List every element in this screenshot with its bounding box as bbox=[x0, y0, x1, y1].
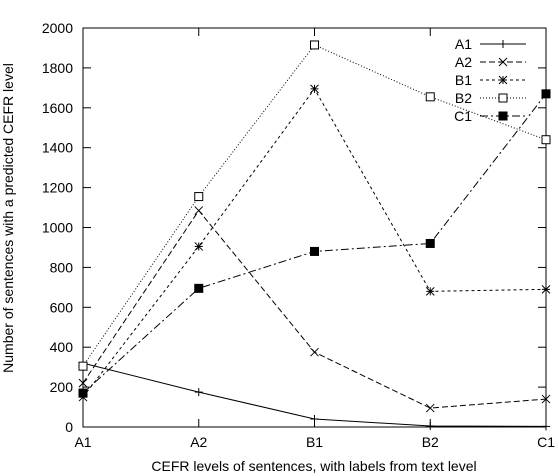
legend-item-b1: B1 bbox=[455, 72, 526, 88]
x-tick-label: C1 bbox=[537, 434, 555, 450]
data-point-c1-b1 bbox=[310, 246, 319, 256]
x-axis-label: CEFR levels of sentences, with labels fr… bbox=[151, 458, 476, 474]
data-point-a2-a2 bbox=[194, 206, 204, 215]
x-tick-label: A2 bbox=[190, 434, 207, 450]
plot-area bbox=[82, 27, 547, 428]
series-lines bbox=[78, 40, 551, 431]
data-point-c1-b2 bbox=[425, 238, 435, 248]
data-point-b1-b1 bbox=[310, 84, 319, 94]
data-point-b1-b2 bbox=[425, 286, 435, 296]
y-tick-label: 800 bbox=[50, 259, 74, 275]
x-tick-label: B2 bbox=[422, 434, 439, 450]
y-tick-label: 1400 bbox=[42, 140, 73, 156]
legend-item-b2: B2 bbox=[455, 90, 526, 106]
y-tick-label: 1000 bbox=[42, 220, 73, 236]
data-point-a2-c1 bbox=[541, 394, 551, 404]
y-tick-label: 0 bbox=[65, 419, 73, 435]
legend-label: B2 bbox=[455, 90, 472, 106]
legend: A1 A2 B1 B2 C1 bbox=[454, 36, 526, 124]
x-tick-labels: A1 A2 B1 B2 C1 bbox=[74, 434, 555, 450]
y-tick-label: 2000 bbox=[42, 20, 73, 36]
y-tick-label: 600 bbox=[50, 299, 74, 315]
y-tick-label: 400 bbox=[50, 339, 74, 355]
series-a2 bbox=[78, 206, 551, 413]
data-point-b1-c1 bbox=[541, 284, 551, 294]
legend-item-a2: A2 bbox=[455, 54, 526, 70]
data-point-b2-b1 bbox=[310, 40, 319, 50]
legend-marker-b2 bbox=[498, 93, 508, 103]
y-axis-label: Number of sentences with a predicted CEF… bbox=[0, 63, 16, 373]
y-tick-label: 1600 bbox=[42, 100, 73, 116]
legend-item-c1: C1 bbox=[454, 108, 526, 124]
series-c1 bbox=[78, 89, 551, 398]
series-b2 bbox=[78, 40, 551, 371]
data-point-a1-b2 bbox=[426, 422, 435, 431]
legend-label: C1 bbox=[454, 108, 472, 124]
data-point-a2-a1 bbox=[78, 378, 88, 388]
y-tick-label: 1800 bbox=[42, 60, 73, 76]
y-tick-labels: 0 200 400 600 800 1000 1200 1400 1600 1800 2000 bbox=[42, 20, 73, 435]
data-point-c1-a2 bbox=[194, 283, 204, 293]
data-point-a2-b2 bbox=[425, 403, 435, 413]
data-point-a1-c1 bbox=[542, 422, 550, 431]
legend-item-a1: A1 bbox=[455, 36, 526, 52]
data-point-c1-a1 bbox=[78, 388, 88, 398]
y-tick-label: 200 bbox=[50, 379, 74, 395]
legend-label: A1 bbox=[455, 36, 472, 52]
data-point-b2-a2 bbox=[194, 192, 204, 202]
legend-label: B1 bbox=[455, 72, 472, 88]
data-point-a1-b1 bbox=[310, 415, 319, 424]
data-point-c1-c1 bbox=[541, 89, 551, 99]
data-point-b2-c1 bbox=[541, 135, 551, 145]
y-tick-label: 1200 bbox=[42, 180, 73, 196]
legend-label: A2 bbox=[455, 54, 472, 70]
legend-marker-c1 bbox=[498, 111, 508, 121]
legend-marker-a1 bbox=[499, 40, 507, 48]
data-point-a2-b1 bbox=[310, 347, 319, 357]
data-point-b2-a1 bbox=[78, 361, 88, 371]
data-point-b2-b2 bbox=[425, 92, 435, 102]
legend-marker-b1 bbox=[498, 75, 508, 85]
legend-marker-a2 bbox=[498, 57, 508, 67]
x-tick-label: A1 bbox=[74, 434, 91, 450]
x-tick-label: B1 bbox=[306, 434, 323, 450]
data-point-a1-a2 bbox=[194, 388, 203, 397]
data-point-b1-a2 bbox=[194, 242, 204, 251]
